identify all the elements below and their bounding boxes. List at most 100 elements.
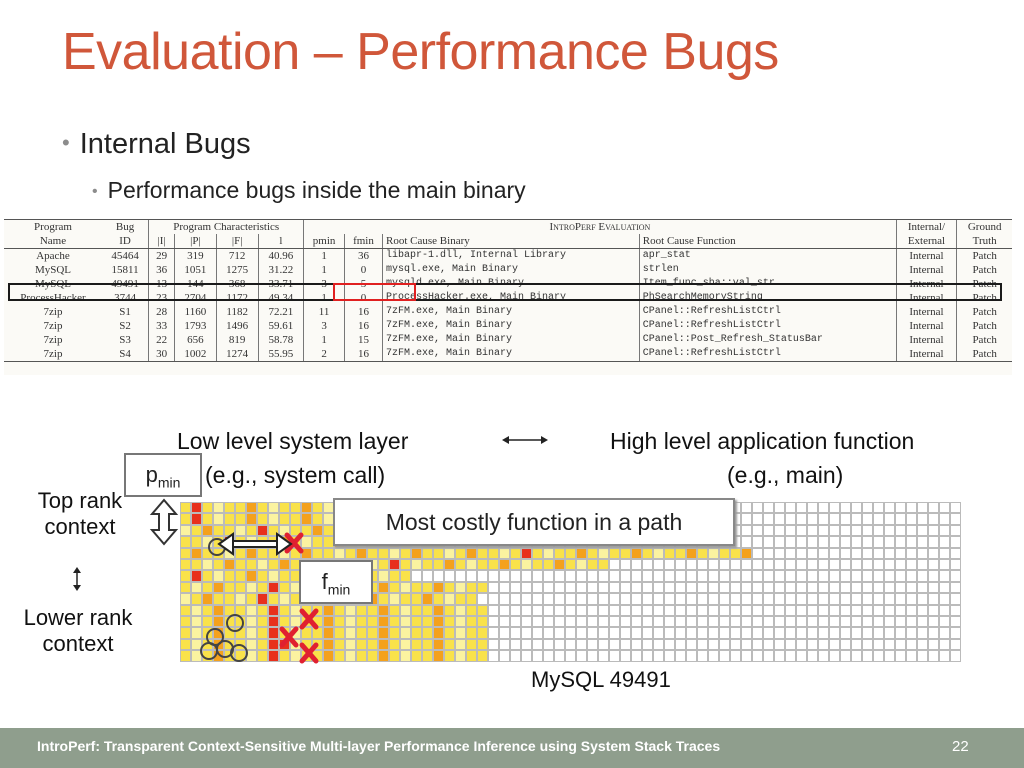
heatmap-cell	[642, 581, 653, 594]
heatmap-cell	[532, 627, 543, 639]
heatmap-cell	[653, 616, 664, 628]
heatmap-cell	[862, 581, 873, 594]
heatmap-cell	[796, 547, 807, 559]
heatmap-cell	[477, 581, 488, 594]
heatmap-cell	[939, 547, 950, 559]
heatmap-annotations	[200, 532, 319, 664]
heatmap-cell	[807, 650, 818, 662]
heatmap-cell	[268, 616, 279, 628]
heatmap-cell	[763, 616, 774, 628]
heatmap-cell	[279, 513, 290, 525]
sub-bullet-text: Performance bugs inside the main binary	[107, 177, 526, 203]
table-cell: 30	[148, 347, 175, 362]
heatmap-cell	[455, 581, 466, 594]
heatmap-cell	[466, 616, 477, 628]
heatmap-cell	[224, 570, 235, 582]
heatmap-cell	[202, 559, 213, 571]
heatmap-cell	[939, 570, 950, 582]
heatmap-cell	[389, 581, 400, 594]
heatmap-cell	[180, 581, 191, 594]
heatmap-cell	[851, 547, 862, 559]
heatmap-cell	[598, 638, 609, 651]
heatmap-cell	[543, 593, 554, 605]
heatmap-cell	[642, 593, 653, 605]
cross-mark-icon	[284, 532, 304, 554]
heatmap-cell	[213, 616, 224, 628]
heatmap-cell	[851, 570, 862, 582]
heatmap-cell	[620, 638, 631, 651]
heatmap-cell	[587, 593, 598, 605]
heatmap-cell	[191, 638, 202, 651]
header-cell: Ground	[956, 219, 1012, 234]
heatmap-cell	[840, 627, 851, 639]
heatmap-cell	[609, 581, 620, 594]
heatmap-cell	[829, 570, 840, 582]
heatmap-cell	[730, 604, 741, 616]
heatmap-cell	[180, 650, 191, 662]
heatmap-cell	[499, 616, 510, 628]
heatmap-cell	[928, 547, 939, 559]
heatmap-cell	[906, 650, 917, 662]
heatmap-cell	[730, 581, 741, 594]
heatmap-cell	[620, 650, 631, 662]
heatmap-cell	[851, 581, 862, 594]
table-cell: 40.96	[257, 248, 304, 263]
heatmap-cell	[939, 559, 950, 571]
heatmap-cell	[708, 581, 719, 594]
heatmap-cell	[917, 570, 928, 582]
table-cell: libapr-1.dll, Internal Library	[382, 248, 640, 263]
heatmap-cell	[257, 627, 268, 639]
heatmap-cell	[180, 627, 191, 639]
heatmap-cell	[444, 650, 455, 662]
table-cell: 33	[148, 319, 175, 333]
heatmap-cell	[895, 547, 906, 559]
heatmap-cell	[807, 581, 818, 594]
heatmap-cell	[829, 593, 840, 605]
heatmap-cell	[510, 547, 521, 559]
heatmap-cell	[950, 638, 961, 651]
heatmap-cell	[609, 570, 620, 582]
heatmap-cell	[257, 502, 268, 514]
heatmap-cell	[884, 593, 895, 605]
heatmap-cell	[301, 502, 312, 514]
heatmap-cell	[785, 616, 796, 628]
table-cell: CPanel::RefreshListCtrl	[638, 319, 897, 333]
heatmap-cell	[433, 547, 444, 559]
bullet-text: Internal Bugs	[79, 128, 251, 160]
heatmap-cell	[422, 547, 433, 559]
heatmap-cell	[290, 513, 301, 525]
heatmap-cell	[191, 627, 202, 639]
header-cell: l	[257, 234, 304, 249]
heatmap-cell	[411, 570, 422, 582]
high-level-label: High level application function	[610, 428, 915, 454]
heatmap-cell	[334, 627, 345, 639]
heatmap-cell	[499, 570, 510, 582]
connector-double-arrow-icon	[217, 532, 293, 556]
heatmap-cell	[906, 581, 917, 594]
heatmap-cell	[312, 536, 323, 548]
heatmap-cell	[796, 627, 807, 639]
heatmap-cell	[433, 581, 444, 594]
heatmap-cell	[378, 559, 389, 571]
heatmap-cell	[895, 536, 906, 548]
heatmap-cell	[675, 593, 686, 605]
heatmap-cell	[708, 638, 719, 651]
heatmap-cell	[730, 570, 741, 582]
heatmap-cell	[884, 570, 895, 582]
header-cell: |P|	[174, 234, 217, 249]
heatmap-cell	[884, 650, 895, 662]
heatmap-cell	[422, 638, 433, 651]
heatmap-cell	[796, 570, 807, 582]
heatmap-cell	[818, 559, 829, 571]
heatmap-cell	[906, 616, 917, 628]
heatmap-cell	[334, 650, 345, 662]
heatmap-cell	[642, 616, 653, 628]
heatmap-cell	[554, 593, 565, 605]
heatmap-cell	[675, 604, 686, 616]
heatmap-cell	[532, 638, 543, 651]
heatmap-cell	[180, 524, 191, 537]
heatmap-cell	[323, 547, 334, 559]
heatmap-cell	[323, 627, 334, 639]
heatmap-cell	[576, 638, 587, 651]
heatmap-cell	[576, 627, 587, 639]
